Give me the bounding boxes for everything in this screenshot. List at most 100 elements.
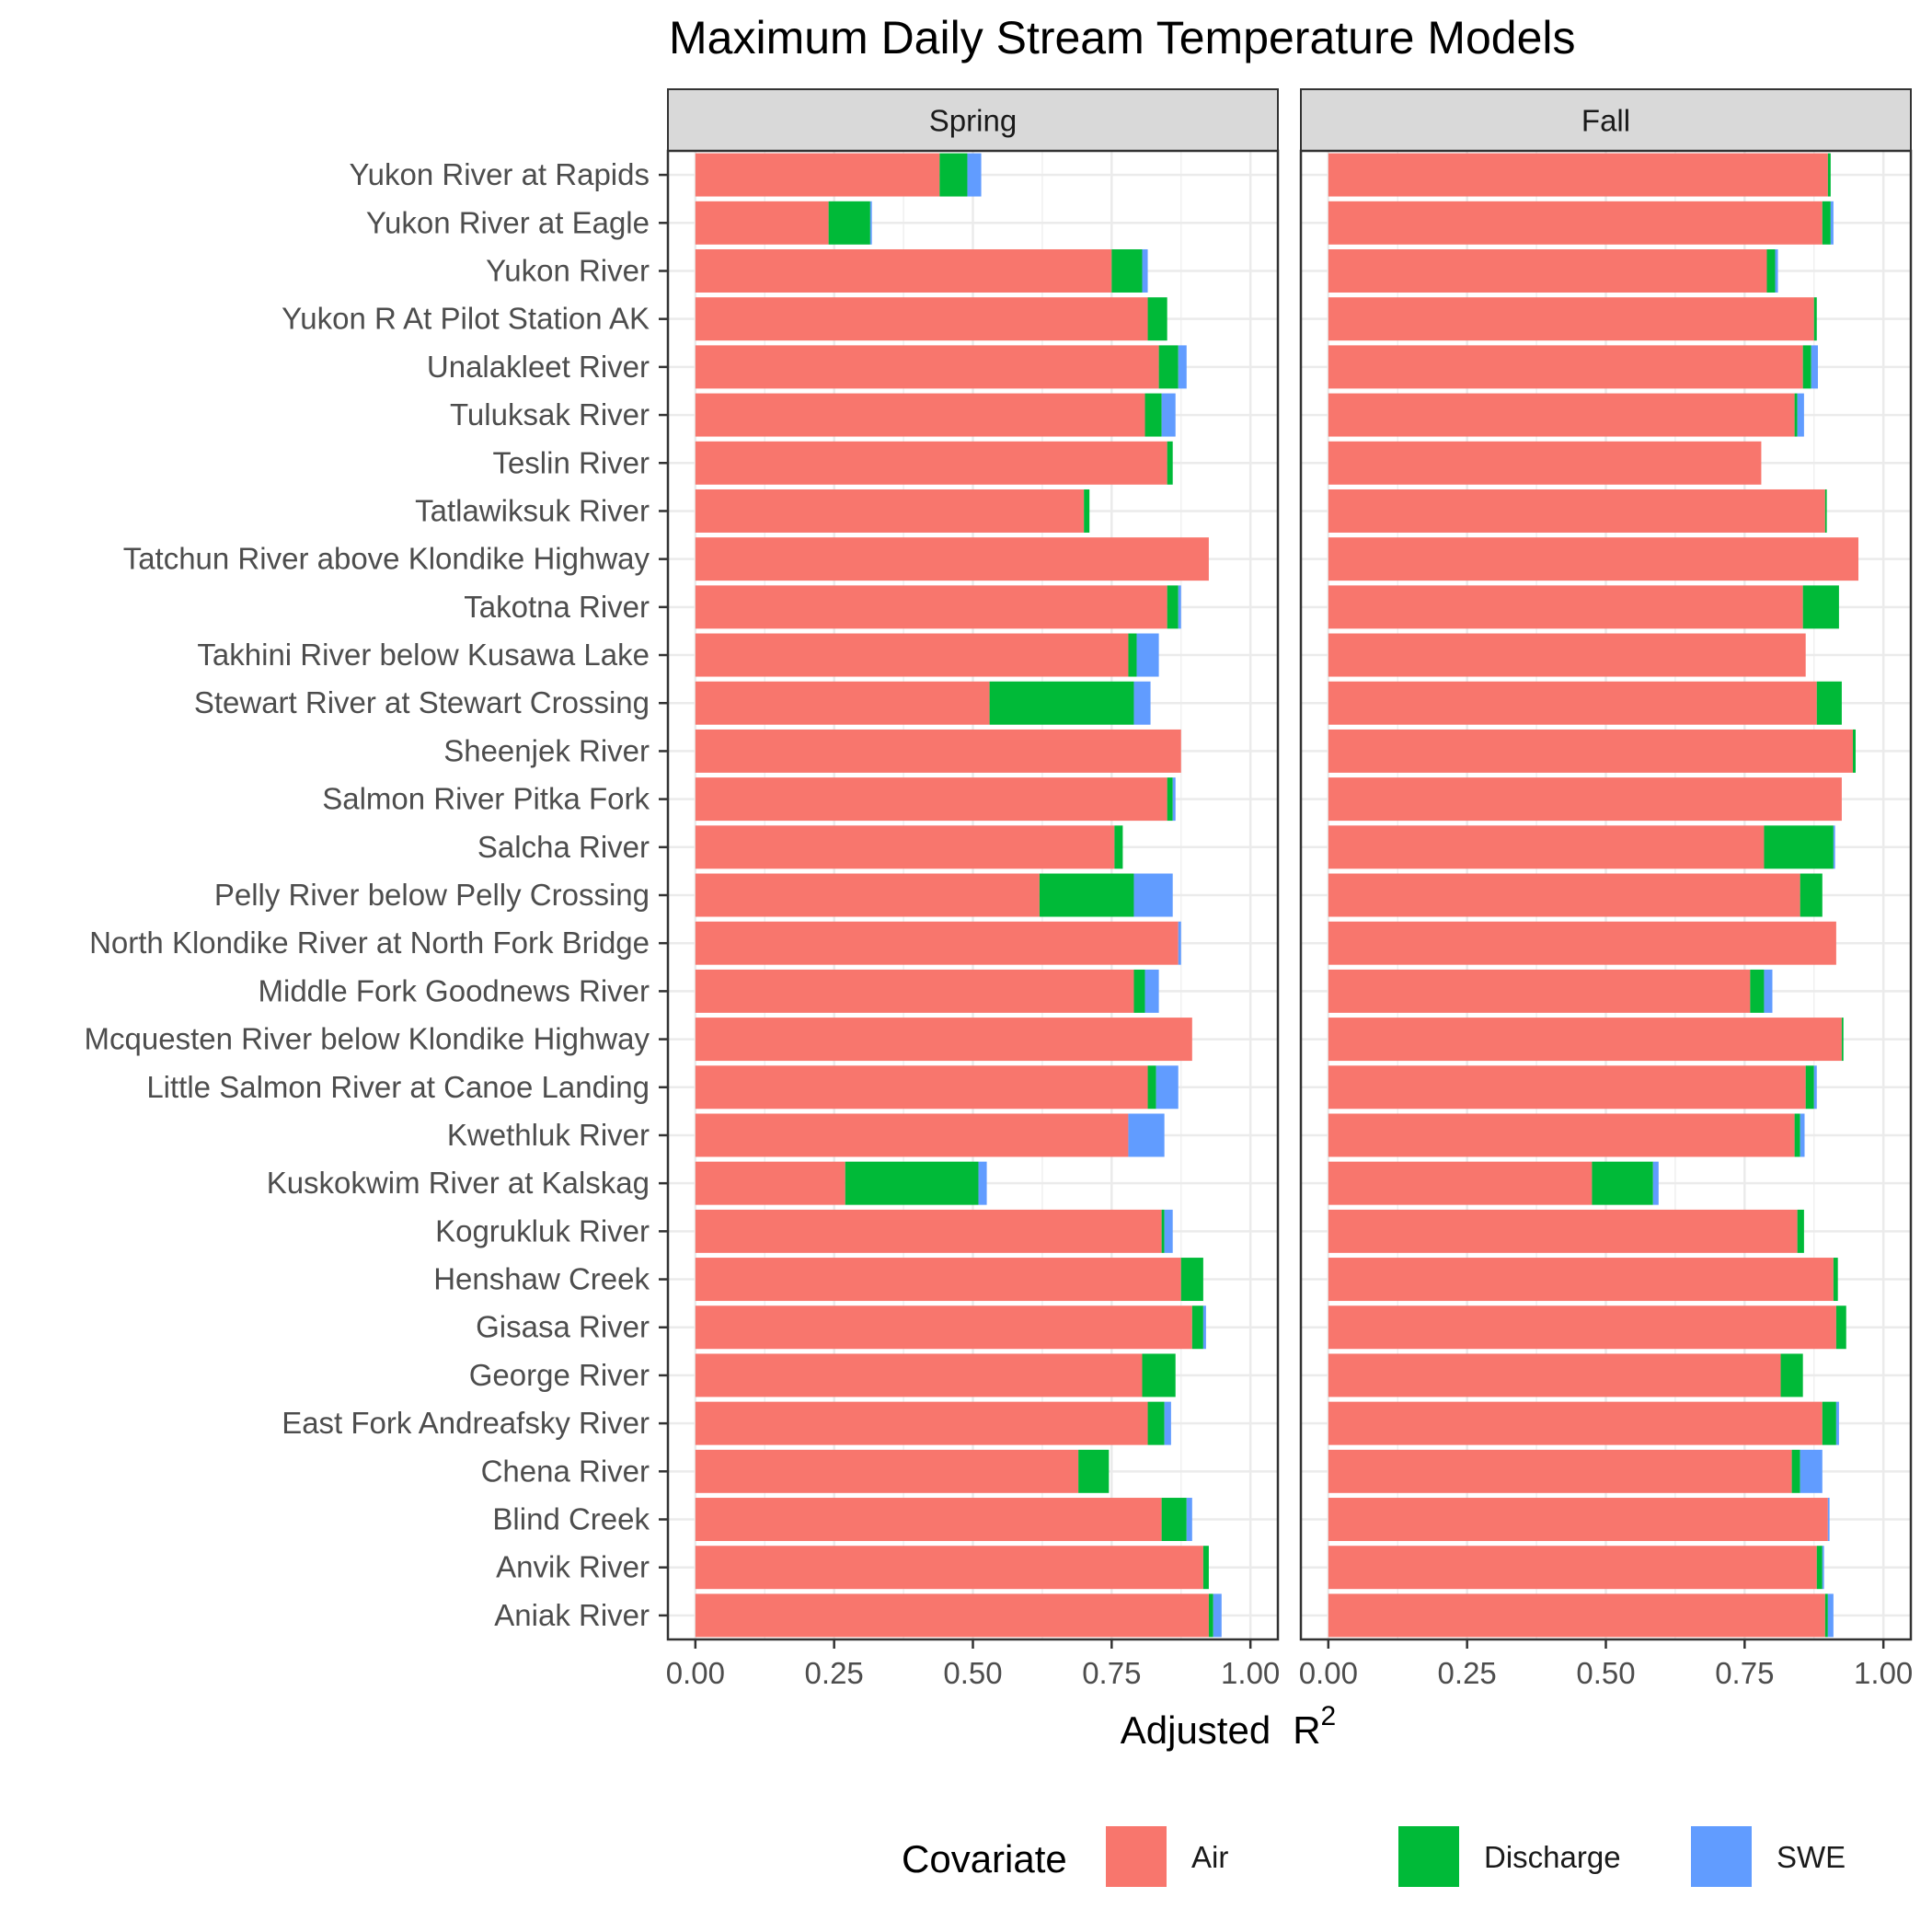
bar-air <box>1328 1113 1795 1157</box>
bar-swe <box>1164 1401 1171 1445</box>
bar-air <box>1328 1546 1817 1590</box>
bar-discharge <box>1191 1305 1203 1350</box>
legend-title: Covariate <box>902 1837 1067 1880</box>
bar-discharge <box>1180 1258 1203 1302</box>
bar-discharge <box>1824 489 1827 533</box>
bar-air <box>1328 1401 1823 1445</box>
bar-swe <box>1833 825 1835 869</box>
bar-swe <box>1133 681 1151 725</box>
y-tick-label: Yukon R At Pilot Station AK <box>282 302 650 336</box>
panel-spring: Spring 0.00 0.25 0.50 0.75 1.00 Yukon River at… <box>85 88 1280 1690</box>
bar-discharge <box>1133 969 1145 1013</box>
bar-discharge <box>1750 969 1765 1013</box>
facet-panels: Spring 0.00 0.25 0.50 0.75 1.00 Yukon River at… <box>85 88 1913 1690</box>
bar-air <box>1328 1018 1842 1062</box>
bar-swe <box>1827 1593 1834 1638</box>
y-tick-label: Yukon River <box>486 253 650 287</box>
bar-discharge <box>1147 297 1167 341</box>
y-tick-label: Tatlawiksuk River <box>415 493 650 527</box>
x-axis-title-superscript: 2 <box>1321 1701 1337 1731</box>
x-tick-label: 1.00 <box>1221 1656 1280 1690</box>
bar-swe <box>1813 1065 1817 1110</box>
y-tick-label: Kwethluk River <box>447 1118 650 1152</box>
bar-air <box>695 1449 1079 1493</box>
bar-swe <box>1133 873 1173 917</box>
bar-swe <box>1827 1498 1830 1542</box>
x-axis-title: Adjusted R2 <box>1121 1701 1336 1752</box>
bar-discharge <box>1167 585 1179 629</box>
bar-air <box>1328 681 1817 725</box>
bar-swe <box>978 1161 987 1205</box>
facet-strip-label: Spring <box>929 104 1017 138</box>
bar-air <box>695 153 940 197</box>
bar-air <box>695 1546 1203 1590</box>
y-tick-label: Kogrukluk River <box>435 1213 650 1248</box>
bar-air <box>695 1401 1148 1445</box>
bar-air <box>1328 825 1765 869</box>
bar-swe <box>869 201 872 245</box>
bar-air <box>695 1065 1148 1110</box>
legend-label: Discharge <box>1484 1840 1621 1874</box>
bar-air <box>695 585 1167 629</box>
x-tick-label: 0.00 <box>1299 1656 1358 1690</box>
legend-label: SWE <box>1777 1840 1846 1874</box>
bar-air <box>1328 345 1803 389</box>
bar-air <box>695 1353 1143 1397</box>
bar-air <box>695 777 1167 822</box>
bar-discharge <box>1592 1161 1653 1205</box>
bar-discharge <box>1822 201 1831 245</box>
legend-key-swe <box>1691 1826 1752 1887</box>
bar-air <box>1328 873 1800 917</box>
bar-air <box>695 297 1148 341</box>
y-tick-label: Salmon River Pitka Fork <box>322 782 650 816</box>
bar-discharge <box>989 681 1134 725</box>
y-tick-label: Mcquesten River below Klondike Highway <box>85 1022 650 1056</box>
bar-discharge <box>1208 1593 1213 1638</box>
bar-air <box>1328 1449 1792 1493</box>
y-tick-label: Pelly River below Pelly Crossing <box>214 878 650 912</box>
bar-discharge <box>1802 345 1811 389</box>
x-axis-title-r: R <box>1293 1708 1320 1752</box>
facet-strip-label: Fall <box>1581 104 1630 138</box>
y-tick-label: Yukon River at Eagle <box>366 205 650 239</box>
bar-air <box>1328 777 1842 822</box>
bar-air <box>695 1305 1192 1350</box>
bar-discharge <box>1841 1018 1844 1062</box>
bar-discharge <box>1824 1593 1828 1638</box>
bar-discharge <box>1794 1113 1800 1157</box>
chart-title: Maximum Daily Stream Temperature Models <box>669 12 1576 63</box>
bar-air <box>1328 201 1823 245</box>
bar-swe <box>1202 1305 1206 1350</box>
bar-swe <box>967 153 982 197</box>
bar-discharge <box>1128 633 1137 677</box>
bar-swe <box>1142 248 1148 293</box>
bar-air <box>695 681 990 725</box>
bar-discharge <box>845 1161 979 1205</box>
x-axis-title-text: Adjusted <box>1121 1708 1271 1752</box>
bar-air <box>1328 248 1767 293</box>
bar-discharge <box>1161 1498 1187 1542</box>
x-tick-label: 0.25 <box>805 1656 864 1690</box>
y-tick-label: Takotna River <box>464 590 650 624</box>
bar-swe <box>1800 1449 1823 1493</box>
bar-discharge <box>1816 681 1842 725</box>
bar-discharge <box>1167 777 1173 822</box>
bar-air <box>1328 537 1859 581</box>
bar-swe <box>1797 393 1804 437</box>
bar-air <box>1328 489 1825 533</box>
bar-swe <box>1156 1065 1179 1110</box>
y-tick-label: Takhini River below Kusawa Lake <box>197 638 650 672</box>
bar-discharge <box>1147 1065 1156 1110</box>
y-tick-label: Kuskokwim River at Kalskag <box>267 1166 650 1200</box>
bar-air <box>1328 729 1853 773</box>
bar-discharge <box>939 153 968 197</box>
y-tick-label: East Fork Andreafsky River <box>282 1406 650 1440</box>
bar-swe <box>1164 1209 1173 1253</box>
y-tick-label: Teslin River <box>492 445 650 479</box>
bar-discharge <box>1802 585 1839 629</box>
bar-air <box>1328 585 1803 629</box>
bar-discharge <box>1144 393 1162 437</box>
bar-air <box>695 441 1167 485</box>
bar-discharge <box>1147 1401 1165 1445</box>
